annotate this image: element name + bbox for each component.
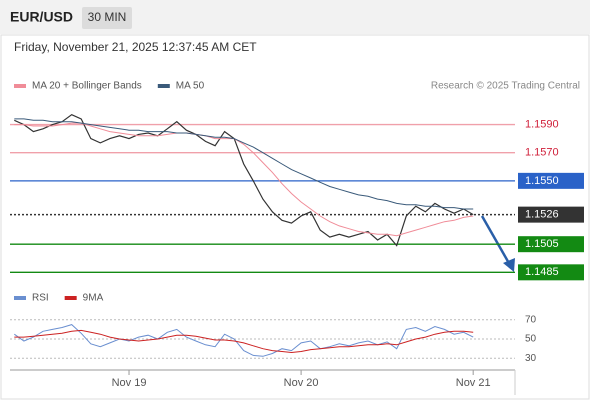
series-line [14,118,474,210]
level-box [518,172,584,189]
legend-swatch [14,84,26,88]
legend-swatch [64,296,77,300]
y-tick-label: 70 [525,314,537,325]
level-label: 1.1590 [525,118,559,130]
series-line [14,329,474,354]
forecast-arrow [480,215,512,266]
level-label: 1.1570 [525,147,559,159]
level-label: 1.1485 [525,266,559,278]
symbol: EUR/USD [10,9,73,25]
x-tick-label: Nov 21 [456,377,491,389]
y-tick-label: 50 [525,334,537,345]
series-line [14,114,474,247]
level-box [518,264,584,281]
legend-label: MA 20 + Bollinger Bands [32,81,142,92]
level-label: 1.1550 [525,175,559,187]
level-label: 1.1505 [525,238,559,250]
x-tick-label: Nov 20 [284,377,319,389]
timeframe-button[interactable] [82,7,132,29]
x-tick-label: Nov 19 [112,377,147,389]
series-line [14,122,474,237]
level-box [518,206,584,223]
legend-swatch [14,296,26,300]
level-label: 1.1526 [525,209,559,221]
legend-label: MA 50 [176,81,205,92]
frame [0,34,590,400]
forecast-arrowhead [503,258,515,272]
legend-swatch [157,84,170,88]
timeframe[interactable]: 30 MIN [88,10,127,24]
y-tick-label: 30 [525,353,537,364]
series-line [14,324,474,357]
credit: Research © 2025 Trading Central [431,81,580,92]
level-box [518,236,584,253]
timestamp: Friday, November 21, 2025 12:37:45 AM CE… [14,40,257,54]
legend-label: 9MA [83,293,104,304]
legend-label: RSI [32,293,49,304]
